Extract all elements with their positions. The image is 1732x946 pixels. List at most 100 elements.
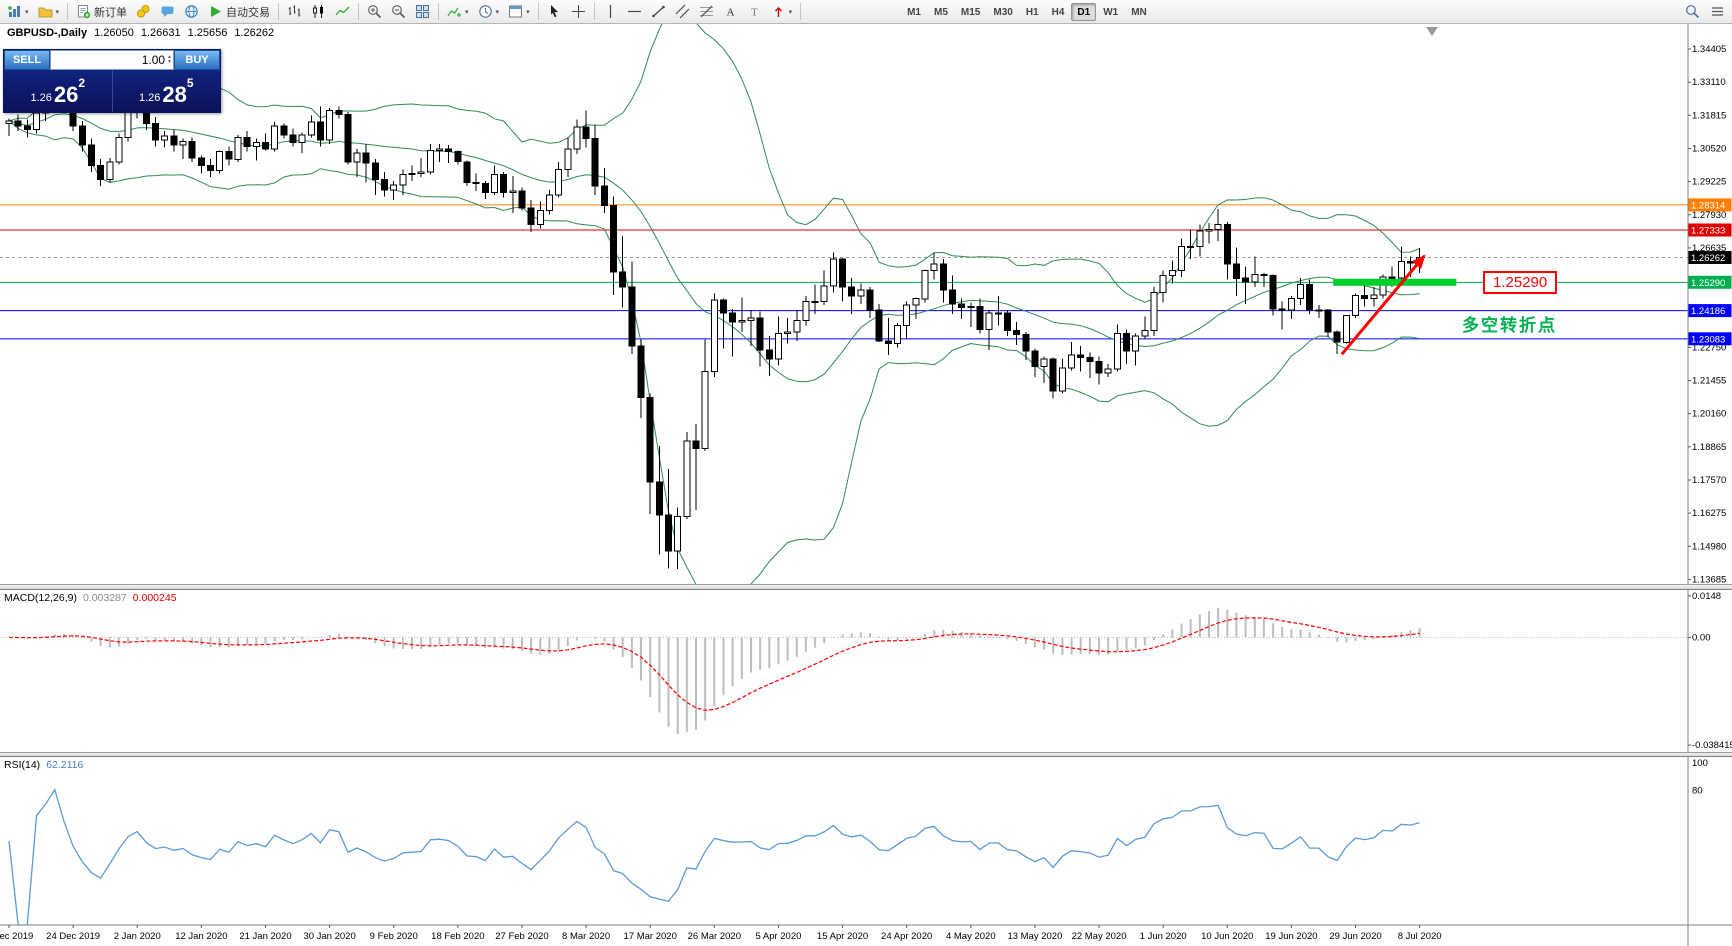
timeframe-button-mn[interactable]: MN (1125, 3, 1153, 21)
toolbar: ▾ ▾ 新订单 自动交易 (0, 0, 1732, 24)
timeframe-button-m1[interactable]: M1 (901, 3, 927, 21)
channel-button[interactable] (671, 2, 694, 22)
stepper-down-icon[interactable]: ▼ (167, 59, 172, 65)
indicators-button[interactable]: ▾ (443, 2, 473, 22)
zoom-in-button[interactable] (363, 2, 386, 22)
candle (344, 111, 352, 165)
date-tick-label: 10 Jun 2020 (1201, 931, 1253, 942)
line-chart-button[interactable] (331, 2, 354, 22)
new-chart-button[interactable]: ▾ (3, 2, 33, 22)
toolbar-separator (278, 3, 280, 20)
candle (271, 122, 279, 152)
candle (518, 187, 526, 211)
crosshair-button[interactable] (567, 2, 590, 22)
profiles-button[interactable]: ▾ (34, 2, 64, 22)
timeframe-button-h1[interactable]: H1 (1020, 3, 1045, 21)
text-label-button[interactable]: T (743, 2, 766, 22)
price-tag-label: 1.25290 (1691, 278, 1725, 289)
date-tick-label: 27 Feb 2020 (495, 931, 548, 942)
search-button[interactable] (1681, 2, 1704, 22)
menu-button[interactable] (1706, 2, 1729, 22)
rsi-panel-divider[interactable] (0, 752, 1732, 757)
candle (582, 110, 590, 148)
vertical-line-button[interactable] (599, 2, 622, 22)
zoom-in-icon (368, 5, 382, 19)
new-order-button[interactable]: 新订单 (72, 2, 131, 22)
candle (481, 181, 489, 199)
new-chart-icon (8, 6, 20, 17)
sell-button[interactable]: SELL (4, 50, 50, 70)
autotrading-button[interactable]: 自动交易 (204, 2, 274, 22)
dropdown-caret-icon: ▾ (465, 8, 469, 16)
candle (619, 236, 627, 308)
candle (353, 149, 361, 178)
community-button[interactable] (180, 2, 203, 22)
buy-button[interactable]: BUY (174, 50, 220, 70)
candle (1187, 229, 1195, 259)
timeframe-button-d1[interactable]: D1 (1071, 2, 1097, 21)
cursor-icon (550, 5, 558, 18)
text-icon: A (726, 7, 734, 19)
clock-icon (478, 5, 492, 18)
trendline-button[interactable] (647, 2, 670, 22)
candle (536, 201, 544, 229)
candle (1242, 266, 1250, 304)
candle (445, 145, 453, 164)
candle (1397, 246, 1405, 283)
price-tag-label: 1.26262 (1691, 253, 1725, 264)
templates-button[interactable]: ▾ (504, 2, 534, 22)
candle (839, 257, 847, 302)
time-axis[interactable]: 5 Dec 2019 24 Dec 2019 2 Jan 2020 12 Jan 20… (0, 924, 1732, 942)
buy-price[interactable]: 1.26 28 5 (113, 70, 221, 112)
candle (1370, 287, 1378, 307)
candle (436, 143, 443, 162)
trend-arrow[interactable] (1340, 254, 1426, 356)
bar-chart-button[interactable] (283, 2, 306, 22)
macd-panel-divider[interactable] (0, 584, 1732, 590)
date-tick-label: 5 Dec 2019 (0, 931, 33, 942)
tile-windows-button[interactable] (411, 2, 434, 22)
sell-price[interactable]: 1.26 26 2 (4, 70, 112, 112)
candle (1150, 287, 1158, 336)
toolbar-separator (593, 3, 595, 20)
candle (115, 133, 123, 165)
cursor-button[interactable] (543, 2, 566, 22)
coins-button[interactable] (132, 2, 155, 22)
toolbar-separator (537, 3, 539, 20)
candle (14, 114, 22, 132)
macd-axis-label: 0.0148 (1692, 591, 1721, 602)
timeframe-button-m5[interactable]: M5 (928, 3, 954, 21)
horizontal-line-button[interactable] (623, 2, 646, 22)
volume-field[interactable]: 1.00 ▲ ▼ (50, 50, 174, 70)
zoom-out-button[interactable] (387, 2, 410, 22)
periods-button[interactable]: ▾ (474, 2, 504, 22)
stepper-up-icon[interactable]: ▲ (167, 54, 172, 60)
price-callout-box[interactable]: 1.25290 (1483, 271, 1558, 294)
chart-shift-marker-icon[interactable] (1426, 27, 1438, 36)
chat-button[interactable] (156, 2, 179, 22)
arrows-button[interactable]: ▾ (767, 2, 797, 22)
timeframe-button-h4[interactable]: H4 (1046, 3, 1071, 21)
volume-stepper[interactable]: ▲ ▼ (167, 55, 172, 65)
indicators-icon (447, 7, 462, 17)
candle (738, 297, 746, 332)
price-axis[interactable]: 1.34405 1.33110 1.31815 1.30520 1.29225 1.279… (1687, 24, 1732, 946)
timeframe-button-m15[interactable]: M15 (955, 3, 986, 21)
price-tag (1688, 275, 1732, 289)
buy-price-pips: 28 (162, 82, 187, 107)
candle (903, 301, 911, 339)
candle (1113, 324, 1121, 372)
timeframe-button-w1[interactable]: W1 (1097, 3, 1124, 21)
sell-price-pips: 26 (53, 82, 79, 107)
fibonacci-button[interactable] (695, 2, 718, 22)
text-button[interactable]: A (719, 2, 742, 22)
dropdown-caret-icon: ▾ (55, 8, 60, 16)
price-tick-label: 1.22750 (1692, 342, 1726, 353)
candle (307, 115, 315, 138)
timeframe-button-m30[interactable]: M30 (987, 3, 1018, 21)
candlestick-chart-button[interactable] (307, 2, 330, 22)
support-highlight-segment[interactable] (1333, 278, 1457, 286)
candle (399, 169, 407, 196)
candle (417, 157, 425, 178)
turning-point-label[interactable]: 多空转折点 (1462, 316, 1557, 335)
